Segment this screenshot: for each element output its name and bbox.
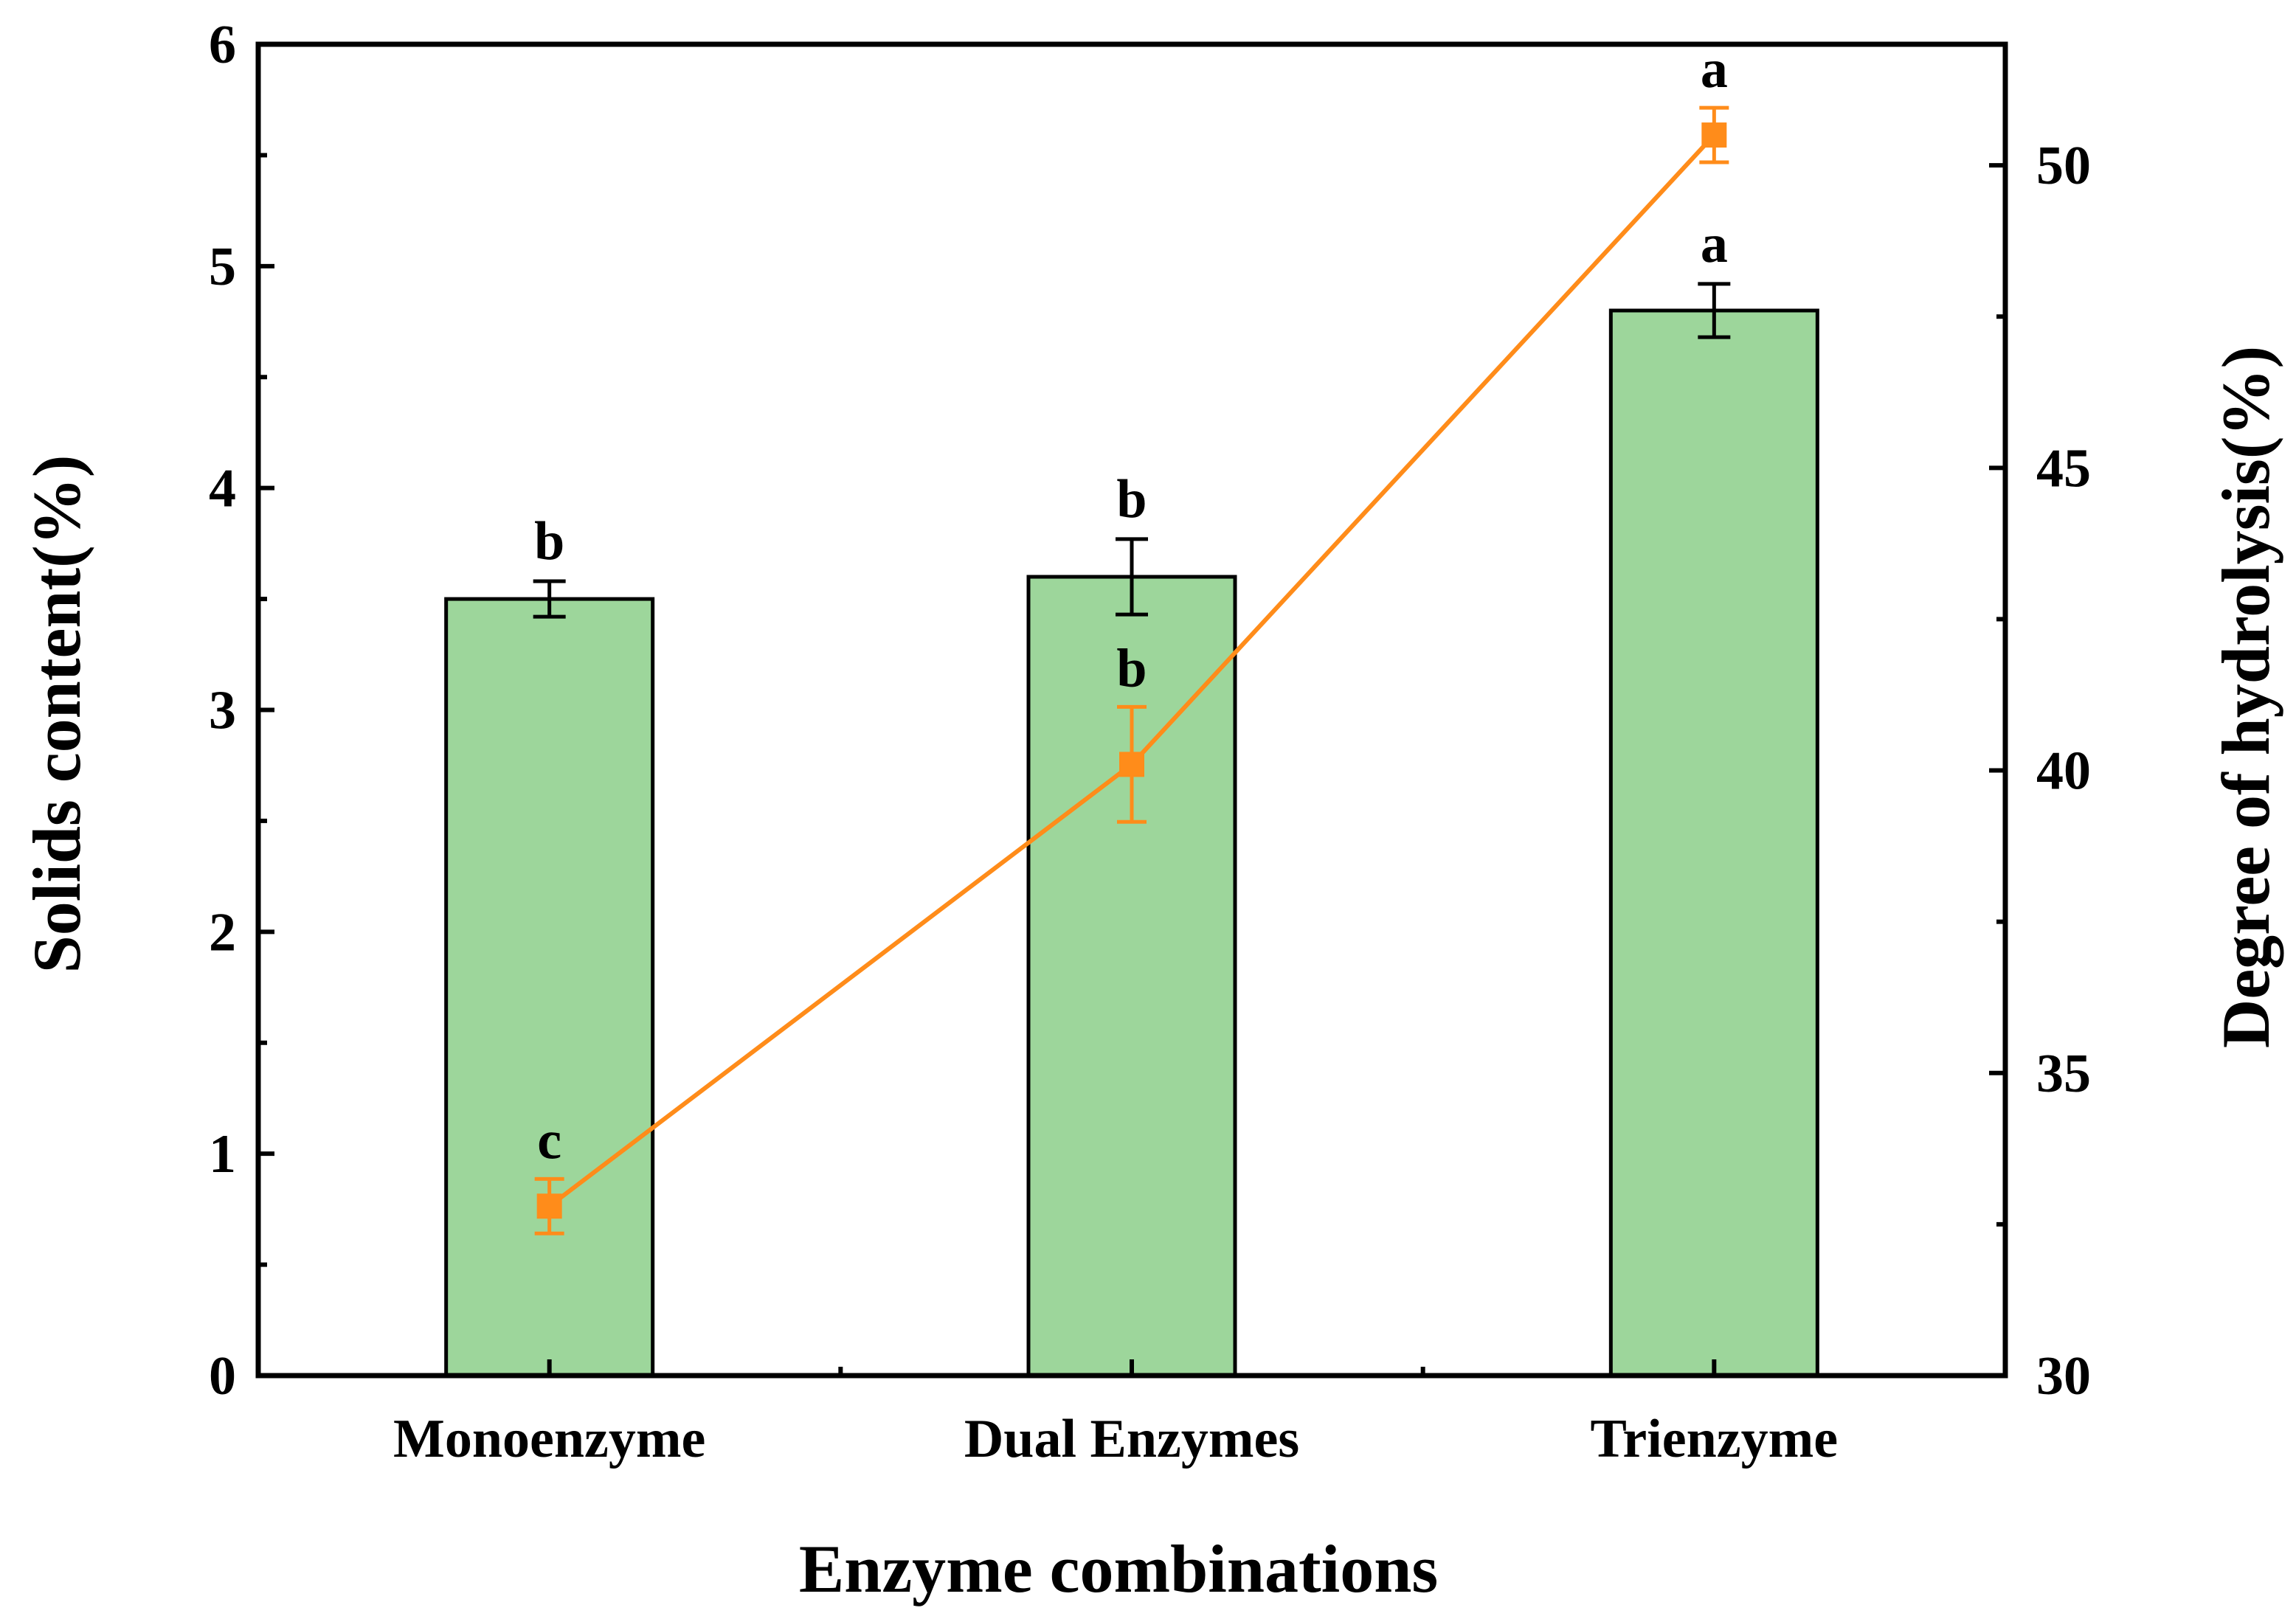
y2-tick-label-3: 45 bbox=[2036, 438, 2091, 499]
y-tick-label-0: 0 bbox=[209, 1346, 236, 1407]
line-significance-label-1: b bbox=[1116, 638, 1147, 698]
line-marker-1 bbox=[1119, 752, 1144, 777]
y-tick-label-4: 4 bbox=[209, 459, 236, 519]
y-axis-title: Solids content(%) bbox=[19, 455, 94, 974]
x-tick-label-1: Dual Enzymes bbox=[964, 1409, 1299, 1469]
line-significance-label-0: c bbox=[537, 1110, 561, 1171]
line-marker-0 bbox=[536, 1193, 562, 1219]
bar-0 bbox=[444, 597, 655, 1378]
line-significance-label-2: a bbox=[1701, 39, 1728, 100]
bar-2 bbox=[1608, 308, 1819, 1378]
bars-layer bbox=[444, 282, 1819, 1378]
y-tick-label-1: 1 bbox=[209, 1124, 236, 1185]
y2-tick-label-1: 35 bbox=[2036, 1044, 2091, 1104]
y2-axis-title: Degree of hydrolysis(%) bbox=[2208, 346, 2283, 1048]
bar-significance-label-2: a bbox=[1701, 214, 1728, 274]
y2-tick-label-2: 40 bbox=[2036, 741, 2091, 802]
x-tick-label-2: Trienzyme bbox=[1591, 1409, 1839, 1469]
bar-significance-label-0: b bbox=[534, 511, 564, 572]
line-layer bbox=[534, 105, 1729, 1235]
y-tick-label-6: 6 bbox=[209, 15, 236, 75]
y-tick-label-2: 2 bbox=[209, 902, 236, 963]
bar-significance-label-1: b bbox=[1116, 469, 1147, 530]
labels-layer: b b a c b a bbox=[534, 39, 1728, 1171]
y-tick-label-5: 5 bbox=[209, 237, 236, 297]
y2-tick-label-4: 50 bbox=[2036, 136, 2091, 196]
line-marker-2 bbox=[1701, 122, 1727, 148]
x-axis-title: Enzyme combinations bbox=[799, 1531, 1438, 1606]
x-tick-label-0: Monoenzyme bbox=[393, 1409, 705, 1469]
y2-tick-label-0: 30 bbox=[2036, 1346, 2091, 1407]
y-tick-label-3: 3 bbox=[209, 681, 236, 741]
